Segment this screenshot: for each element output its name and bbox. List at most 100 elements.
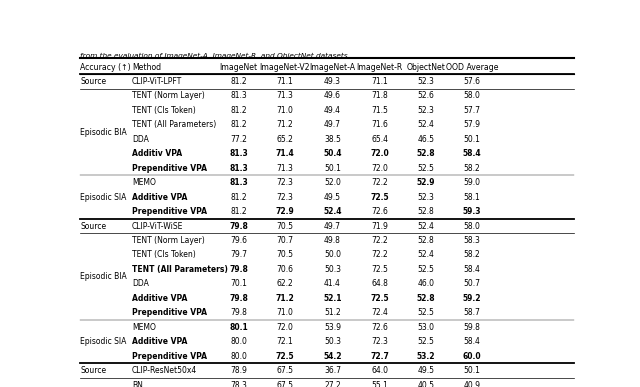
Text: 49.7: 49.7 [324,221,341,231]
Text: Additive VPA: Additive VPA [132,294,188,303]
Text: 54.2: 54.2 [323,352,342,361]
Text: 71.1: 71.1 [371,77,388,86]
Text: 80.0: 80.0 [230,352,247,361]
Text: 52.8: 52.8 [417,236,434,245]
Text: ImageNet-R: ImageNet-R [356,63,403,72]
Text: 53.2: 53.2 [417,352,435,361]
Text: 49.5: 49.5 [324,193,341,202]
Text: 71.4: 71.4 [275,149,294,158]
Text: 71.2: 71.2 [276,120,293,129]
Text: CLIP-ResNet50x4: CLIP-ResNet50x4 [132,366,197,375]
Text: CLIP-ViT-LPFT: CLIP-ViT-LPFT [132,77,182,86]
Text: 70.5: 70.5 [276,221,293,231]
Text: 50.1: 50.1 [463,366,480,375]
Text: 79.8: 79.8 [230,308,247,317]
Text: 57.6: 57.6 [463,77,481,86]
Text: 65.2: 65.2 [276,135,293,144]
Text: TENT (All Parameters): TENT (All Parameters) [132,120,216,129]
Text: 50.1: 50.1 [324,164,341,173]
Text: 77.2: 77.2 [230,135,247,144]
Text: 52.5: 52.5 [417,164,434,173]
Text: Method: Method [132,63,161,72]
Text: Source: Source [81,221,107,231]
Text: Source: Source [81,366,107,375]
Text: 57.7: 57.7 [463,106,481,115]
Text: 46.0: 46.0 [417,279,434,288]
Text: 50.1: 50.1 [463,135,480,144]
Text: 52.4: 52.4 [417,250,434,259]
Text: Accuracy (↑): Accuracy (↑) [81,63,131,72]
Text: 59.0: 59.0 [463,178,481,187]
Text: 72.2: 72.2 [371,236,388,245]
Text: 60.0: 60.0 [463,352,481,361]
Text: 49.7: 49.7 [324,120,341,129]
Text: 46.5: 46.5 [417,135,434,144]
Text: Additive VPA: Additive VPA [132,337,188,346]
Text: 52.4: 52.4 [323,207,342,216]
Text: TENT (Norm Layer): TENT (Norm Layer) [132,91,205,101]
Text: 70.7: 70.7 [276,236,293,245]
Text: 72.5: 72.5 [276,352,294,361]
Text: 81.2: 81.2 [230,193,247,202]
Text: 71.0: 71.0 [276,106,293,115]
Text: 52.8: 52.8 [417,149,435,158]
Text: 78.9: 78.9 [230,366,247,375]
Text: 72.0: 72.0 [371,164,388,173]
Text: 71.9: 71.9 [371,221,388,231]
Text: 53.0: 53.0 [417,323,434,332]
Text: Source: Source [81,77,107,86]
Text: 79.6: 79.6 [230,236,247,245]
Text: ImageNet-V2: ImageNet-V2 [260,63,310,72]
Text: 58.4: 58.4 [463,149,481,158]
Text: 71.6: 71.6 [371,120,388,129]
Text: DDA: DDA [132,135,149,144]
Text: MEMO: MEMO [132,323,156,332]
Text: 58.0: 58.0 [463,91,480,101]
Text: 62.2: 62.2 [276,279,293,288]
Text: 52.9: 52.9 [417,178,435,187]
Text: 58.2: 58.2 [463,164,480,173]
Text: 72.7: 72.7 [370,352,389,361]
Text: 72.5: 72.5 [371,193,389,202]
Text: 58.2: 58.2 [463,250,480,259]
Text: 49.6: 49.6 [324,91,341,101]
Text: 52.0: 52.0 [324,178,341,187]
Text: 72.1: 72.1 [276,337,293,346]
Text: DDA: DDA [132,279,149,288]
Text: 71.1: 71.1 [276,77,293,86]
Text: 71.0: 71.0 [276,308,293,317]
Text: 49.8: 49.8 [324,236,341,245]
Text: 41.4: 41.4 [324,279,341,288]
Text: 64.8: 64.8 [371,279,388,288]
Text: 79.8: 79.8 [229,221,248,231]
Text: 58.7: 58.7 [463,308,480,317]
Text: 52.5: 52.5 [417,308,434,317]
Text: BN: BN [132,380,143,387]
Text: 72.6: 72.6 [371,207,388,216]
Text: TENT (Norm Layer): TENT (Norm Layer) [132,236,205,245]
Text: 52.4: 52.4 [417,120,434,129]
Text: 52.6: 52.6 [417,91,434,101]
Text: 40.9: 40.9 [463,380,481,387]
Text: 52.5: 52.5 [417,337,434,346]
Text: 80.1: 80.1 [229,323,248,332]
Text: 58.0: 58.0 [463,221,480,231]
Text: 50.4: 50.4 [323,149,342,158]
Text: 72.5: 72.5 [371,294,389,303]
Text: 52.4: 52.4 [417,221,434,231]
Text: 59.2: 59.2 [463,294,481,303]
Text: 81.3: 81.3 [229,164,248,173]
Text: 51.2: 51.2 [324,308,341,317]
Text: 71.3: 71.3 [276,91,293,101]
Text: ImageNet-A: ImageNet-A [310,63,355,72]
Text: 52.3: 52.3 [417,193,434,202]
Text: 71.3: 71.3 [276,164,293,173]
Text: 72.2: 72.2 [371,178,388,187]
Text: 72.4: 72.4 [371,308,388,317]
Text: 72.6: 72.6 [371,323,388,332]
Text: 71.8: 71.8 [371,91,388,101]
Text: TENT (Cls Token): TENT (Cls Token) [132,250,196,259]
Text: 79.8: 79.8 [229,294,248,303]
Text: MEMO: MEMO [132,178,156,187]
Text: 59.3: 59.3 [463,207,481,216]
